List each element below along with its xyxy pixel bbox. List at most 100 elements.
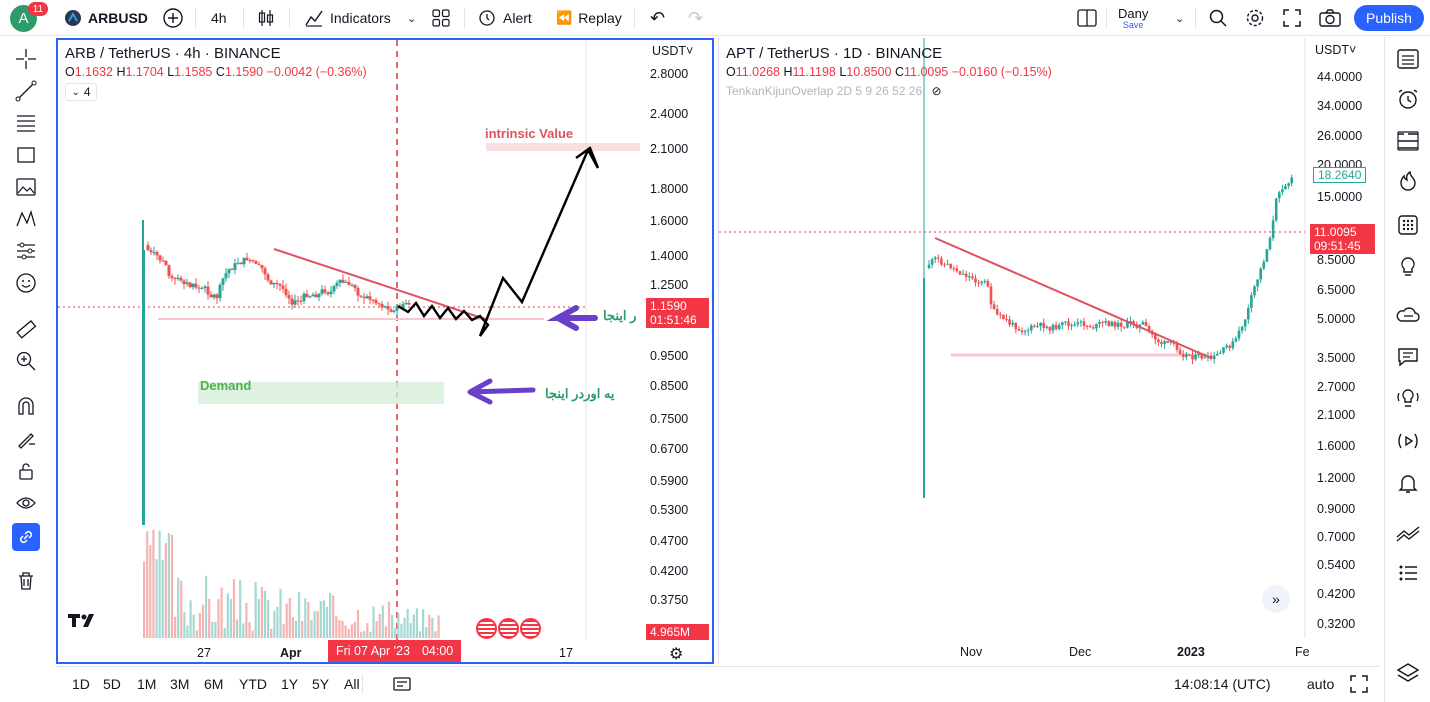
- clock-timezone[interactable]: 14:08:14 (UTC): [1174, 676, 1271, 692]
- layout-dropdown[interactable]: ⌄: [1175, 0, 1184, 36]
- chart-settings-gear-icon[interactable]: ⚙: [669, 646, 684, 663]
- indicators-dropdown[interactable]: ⌄: [407, 0, 416, 36]
- candle-body: [377, 303, 381, 305]
- chart-type-button[interactable]: [256, 0, 276, 36]
- eye-hidden-icon[interactable]: ⊘: [931, 84, 942, 98]
- pattern-icon[interactable]: [12, 205, 40, 233]
- layout-name-button[interactable]: Dany Save: [1118, 0, 1148, 36]
- lock-icon[interactable]: [12, 457, 40, 485]
- redo-button[interactable]: ↷: [688, 0, 703, 36]
- symbol-search[interactable]: ARBUSD: [64, 0, 148, 36]
- close-value: 11.0095: [904, 65, 949, 79]
- fib-retracement-icon[interactable]: [12, 109, 40, 137]
- candle-body: [1278, 192, 1281, 199]
- interval-button[interactable]: 4h: [211, 10, 227, 26]
- publish-button[interactable]: Publish: [1354, 5, 1424, 31]
- volume-bar: [378, 613, 381, 638]
- candle-body: [218, 284, 222, 299]
- ruler-icon[interactable]: [12, 315, 40, 343]
- us-flag-icon[interactable]: [476, 618, 497, 639]
- candle-body: [1014, 322, 1018, 330]
- candle-body: [380, 303, 384, 308]
- us-flag-icon[interactable]: [520, 618, 541, 639]
- candle-body: [338, 279, 342, 283]
- chart-pane-arb[interactable]: ARB / TetherUS · 4h · BINANCE O1.1632 H1…: [56, 38, 714, 664]
- chart-pane-apt[interactable]: APT / TetherUS · 1D · BINANCE O11.0268 H…: [718, 38, 1380, 664]
- volume-bar: [363, 631, 366, 638]
- candle-body: [1154, 334, 1157, 340]
- watchlist-icon[interactable]: [1394, 45, 1422, 73]
- data-window-icon[interactable]: [1394, 127, 1422, 155]
- indicators-button[interactable]: Indicators: [304, 0, 391, 36]
- streams-icon[interactable]: [1394, 427, 1422, 455]
- range-button-5d[interactable]: 5D: [103, 676, 121, 692]
- chat-icon[interactable]: [1394, 343, 1422, 371]
- x-label-2023: 2023: [1177, 645, 1205, 659]
- arb-chart-canvas[interactable]: [58, 40, 712, 662]
- candle-body: [927, 264, 931, 268]
- notifications-bell-icon[interactable]: [1394, 469, 1422, 497]
- link-icon[interactable]: [12, 523, 40, 551]
- quick-search-button[interactable]: [1208, 0, 1228, 36]
- emoji-icon[interactable]: [12, 269, 40, 297]
- maximize-pane-button[interactable]: [1350, 667, 1368, 701]
- lightbulb-broadcast-icon[interactable]: [1394, 385, 1422, 413]
- trendline-icon[interactable]: [12, 77, 40, 105]
- replay-button[interactable]: ⏪ Replay: [556, 0, 622, 36]
- currency-selector[interactable]: USDT˅: [1315, 43, 1357, 57]
- us-flag-icon[interactable]: [498, 618, 519, 639]
- hotlist-icon[interactable]: [1394, 167, 1422, 195]
- compare-button[interactable]: [162, 0, 184, 36]
- candle-body: [182, 280, 186, 285]
- crosshair-icon[interactable]: [12, 45, 40, 73]
- economic-events[interactable]: [476, 618, 541, 639]
- range-button-ytd[interactable]: YTD: [239, 676, 267, 692]
- rectangle-icon[interactable]: [12, 141, 40, 169]
- eye-icon[interactable]: [12, 489, 40, 517]
- layers-icon[interactable]: [1394, 659, 1422, 687]
- range-button-1m[interactable]: 1M: [137, 676, 157, 692]
- y-axis-label: 2.7000: [1317, 380, 1356, 394]
- range-button-3m[interactable]: 3M: [170, 676, 190, 692]
- alert-button[interactable]: Alert: [477, 0, 532, 36]
- candle-body: [275, 282, 279, 284]
- range-button-1y[interactable]: 1Y: [281, 676, 299, 692]
- dom-icon[interactable]: [1394, 559, 1422, 587]
- auto-scale-toggle[interactable]: auto: [1307, 676, 1335, 692]
- stay-in-drawing-icon[interactable]: [12, 425, 40, 453]
- volume-bar: [149, 545, 152, 638]
- settings-button[interactable]: [1245, 0, 1265, 36]
- alerts-clock-icon[interactable]: [1394, 85, 1422, 113]
- trash-icon[interactable]: [12, 567, 40, 595]
- currency-selector[interactable]: USDT˅: [652, 44, 694, 58]
- candle-body: [1194, 354, 1197, 360]
- date-range-button[interactable]: [393, 667, 411, 701]
- volume-bar: [174, 616, 177, 638]
- candle-body: [266, 274, 270, 281]
- layouts-button[interactable]: [431, 0, 451, 36]
- range-button-all[interactable]: All: [344, 676, 360, 692]
- range-button-1d[interactable]: 1D: [72, 676, 90, 692]
- undo-button[interactable]: ↶: [650, 0, 665, 36]
- magnet-icon[interactable]: [12, 393, 40, 421]
- fullscreen-button[interactable]: [1283, 0, 1301, 36]
- indicators-collapse-button[interactable]: ⌄ 4: [65, 83, 97, 101]
- trading-panel-icon[interactable]: [1394, 519, 1422, 547]
- scroll-to-realtime-button[interactable]: »: [1262, 585, 1290, 613]
- volume-bar: [425, 627, 428, 638]
- cloud-chat-icon[interactable]: [1394, 301, 1422, 329]
- candle-body: [1048, 326, 1052, 331]
- layout-split-button[interactable]: [1077, 0, 1097, 36]
- indicator-legend[interactable]: TenkanKijunOverlap 2D 5 9 26 52 26 ⊘: [726, 84, 942, 98]
- snapshot-button[interactable]: [1319, 0, 1341, 36]
- forecast-icon[interactable]: [12, 237, 40, 265]
- apt-chart-canvas[interactable]: [719, 38, 1380, 664]
- image-icon[interactable]: [12, 173, 40, 201]
- range-button-5y[interactable]: 5Y: [312, 676, 330, 692]
- ideas-bulb-icon[interactable]: [1394, 253, 1422, 281]
- zoom-in-icon[interactable]: [12, 347, 40, 375]
- range-button-6m[interactable]: 6M: [204, 676, 224, 692]
- volume-bar: [375, 621, 378, 638]
- volume-bar: [242, 623, 245, 638]
- calculator-icon[interactable]: [1394, 211, 1422, 239]
